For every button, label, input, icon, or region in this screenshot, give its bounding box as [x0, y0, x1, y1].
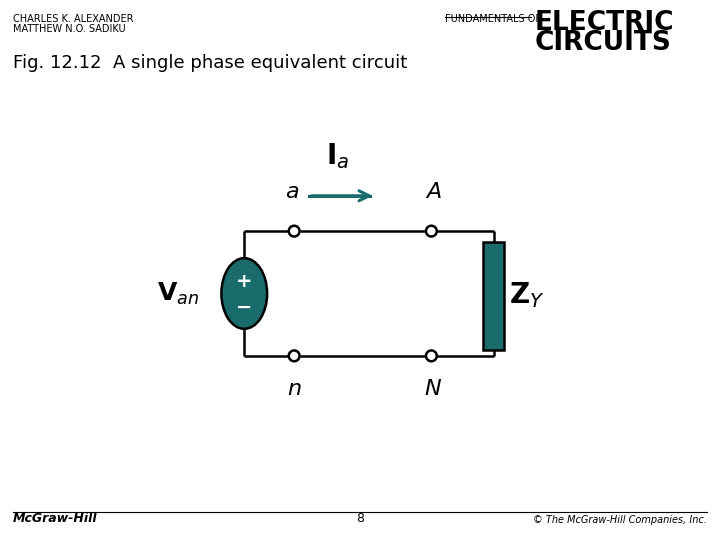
Text: $\mathbf{Z}_Y$: $\mathbf{Z}_Y$	[509, 281, 545, 310]
Text: McGraw-Hill: McGraw-Hill	[13, 512, 98, 525]
Text: ELECTRIC: ELECTRIC	[534, 10, 674, 36]
Text: $\mathbf{I}_a$: $\mathbf{I}_a$	[326, 141, 349, 171]
Text: CIRCUITS: CIRCUITS	[534, 30, 671, 56]
Text: FUNDAMENTALS OF: FUNDAMENTALS OF	[445, 14, 541, 24]
Text: −: −	[236, 298, 253, 317]
Text: © The McGraw-Hill Companies, Inc.: © The McGraw-Hill Companies, Inc.	[534, 515, 707, 525]
Text: +: +	[236, 272, 253, 291]
Text: $\mathbf{V}_{an}$: $\mathbf{V}_{an}$	[157, 280, 199, 307]
Text: MATTHEW N.O. SADIKU: MATTHEW N.O. SADIKU	[13, 24, 125, 35]
Circle shape	[426, 350, 437, 361]
Text: 8: 8	[356, 512, 364, 525]
Text: Fig. 12.12  A single phase equivalent circuit: Fig. 12.12 A single phase equivalent cir…	[13, 54, 408, 72]
Text: $n$: $n$	[287, 379, 302, 399]
Ellipse shape	[221, 258, 267, 329]
Text: $A$: $A$	[425, 181, 442, 201]
Bar	[483, 241, 504, 349]
Text: $N$: $N$	[424, 379, 443, 399]
Circle shape	[289, 350, 300, 361]
Circle shape	[289, 226, 300, 237]
Text: CHARLES K. ALEXANDER: CHARLES K. ALEXANDER	[13, 14, 133, 24]
Circle shape	[426, 226, 437, 237]
Text: $a$: $a$	[285, 181, 300, 201]
